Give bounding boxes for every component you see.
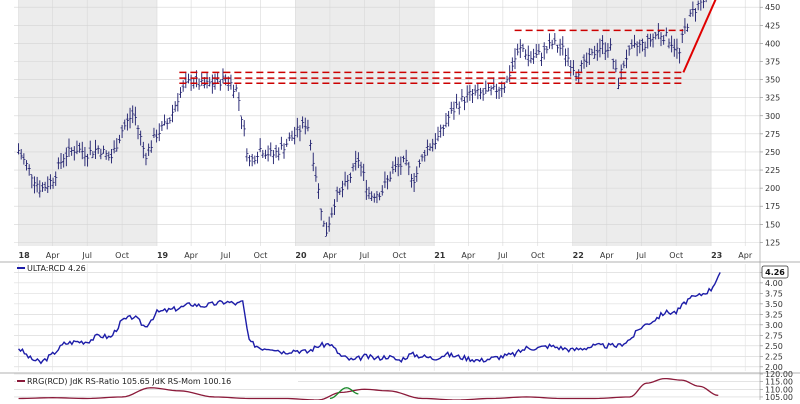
x-tick-label: 18 bbox=[19, 251, 31, 260]
x-tick-label: 22 bbox=[573, 251, 584, 260]
price-tick-label: 275 bbox=[765, 130, 780, 139]
price-tick-label: 225 bbox=[765, 166, 780, 175]
x-tick-label: 20 bbox=[295, 251, 307, 260]
x-tick-label: Oct bbox=[531, 251, 545, 260]
x-tick-label: Apr bbox=[184, 251, 199, 260]
price-tick-label: 400 bbox=[765, 39, 780, 48]
rs-tick-label: 2.25 bbox=[765, 352, 783, 361]
rs-tick-label: 3.75 bbox=[765, 289, 783, 298]
rrg-tick-label: 105.00 bbox=[765, 393, 793, 400]
x-tick-label: Apr bbox=[461, 251, 476, 260]
rrg-tick-label: 120.00 bbox=[765, 370, 793, 379]
price-tick-label: 125 bbox=[765, 238, 780, 247]
x-tick-label: Jul bbox=[220, 251, 231, 260]
x-tick-label: Oct bbox=[669, 251, 683, 260]
x-tick-label: Oct bbox=[392, 251, 406, 260]
rs-last-value-box bbox=[761, 265, 789, 279]
rs-last-value-label: 4.26 bbox=[765, 268, 785, 277]
x-tick-label: Jul bbox=[497, 251, 508, 260]
price-tick-label: 350 bbox=[765, 76, 780, 85]
rs-tick-label: 2.75 bbox=[765, 331, 783, 340]
x-tick-label: Jul bbox=[359, 251, 370, 260]
x-tick-label: Apr bbox=[323, 251, 338, 260]
rs-axis: 2.002.252.502.753.003.253.503.754.004.25 bbox=[14, 268, 783, 372]
price-axis: 125 150 175 200 225 250 275 300 325 350 375 400 425 4… bbox=[14, 3, 780, 247]
price-tick-label: 425 bbox=[765, 21, 780, 30]
x-tick-label: Apr bbox=[738, 251, 753, 260]
rrg-legend-bg bbox=[16, 376, 298, 386]
year-shade-band bbox=[18, 0, 157, 246]
price-tick-label: 175 bbox=[765, 202, 780, 211]
rrg-tick-label: 115.00 bbox=[765, 378, 793, 387]
rs-tick-label: 3.50 bbox=[765, 300, 783, 309]
rs-tick-label: 3.25 bbox=[765, 310, 783, 319]
x-tick-label: 23 bbox=[711, 251, 722, 260]
x-tick-label: Apr bbox=[46, 251, 61, 260]
rrg-line bbox=[329, 387, 359, 400]
price-tick-label: 150 bbox=[765, 220, 780, 229]
x-tick-label: Oct bbox=[115, 251, 129, 260]
rrg-line bbox=[18, 377, 719, 401]
rs-tick-label: 4.00 bbox=[765, 279, 783, 288]
trend-line bbox=[682, 0, 717, 73]
rs-line bbox=[18, 272, 721, 365]
price-tick-label: 250 bbox=[765, 148, 780, 157]
price-tick-label: 200 bbox=[765, 184, 780, 193]
rrg-legend-label: RRG(RCD) JdK RS-Ratio 105.65 JdK RS-Mom … bbox=[27, 377, 231, 386]
rs-legend-label: ULTA:RCD 4.26 bbox=[27, 264, 86, 273]
x-tick-label: Jul bbox=[81, 251, 92, 260]
price-tick-label: 375 bbox=[765, 58, 780, 67]
price-tick-label: 325 bbox=[765, 94, 780, 103]
x-tick-label: Apr bbox=[600, 251, 615, 260]
rs-tick-label: 2.00 bbox=[765, 363, 783, 372]
year-shade-band bbox=[572, 0, 712, 246]
rs-tick-label: 3.00 bbox=[765, 321, 783, 330]
rrg-tick-label: 110.00 bbox=[765, 385, 793, 394]
price-tick-label: 450 bbox=[765, 3, 780, 12]
year-shade-band bbox=[295, 0, 435, 246]
x-tick-label: Oct bbox=[254, 251, 268, 260]
x-tick-label: Jul bbox=[635, 251, 646, 260]
x-tick-label: 19 bbox=[157, 251, 169, 260]
price-tick-label: 300 bbox=[765, 112, 780, 121]
x-tick-label: 21 bbox=[434, 251, 446, 260]
rs-tick-label: 2.50 bbox=[765, 342, 783, 351]
